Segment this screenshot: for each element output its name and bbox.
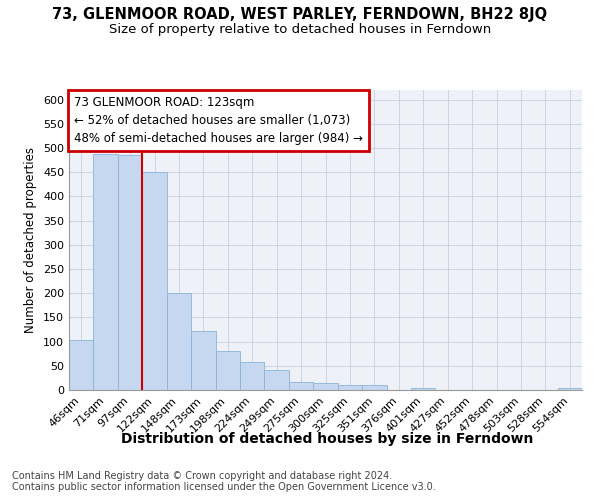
Bar: [191, 331, 215, 390]
Bar: [289, 382, 313, 390]
Bar: [411, 388, 436, 390]
Text: 73 GLENMOOR ROAD: 123sqm
← 52% of detached houses are smaller (1,073)
48% of sem: 73 GLENMOOR ROAD: 123sqm ← 52% of detach…: [74, 96, 363, 145]
Text: Size of property relative to detached houses in Ferndown: Size of property relative to detached ho…: [109, 22, 491, 36]
Bar: [557, 388, 582, 390]
Bar: [118, 156, 142, 390]
Bar: [240, 362, 265, 390]
Bar: [94, 154, 118, 390]
Bar: [362, 385, 386, 390]
Bar: [69, 340, 94, 390]
Bar: [215, 352, 240, 390]
Text: 73, GLENMOOR ROAD, WEST PARLEY, FERNDOWN, BH22 8JQ: 73, GLENMOOR ROAD, WEST PARLEY, FERNDOWN…: [52, 8, 548, 22]
Bar: [338, 385, 362, 390]
Bar: [142, 172, 167, 390]
Y-axis label: Number of detached properties: Number of detached properties: [25, 147, 37, 333]
Text: Distribution of detached houses by size in Ferndown: Distribution of detached houses by size …: [121, 432, 533, 446]
Bar: [265, 370, 289, 390]
Text: Contains HM Land Registry data © Crown copyright and database right 2024.
Contai: Contains HM Land Registry data © Crown c…: [12, 471, 436, 492]
Bar: [313, 382, 338, 390]
Bar: [167, 293, 191, 390]
